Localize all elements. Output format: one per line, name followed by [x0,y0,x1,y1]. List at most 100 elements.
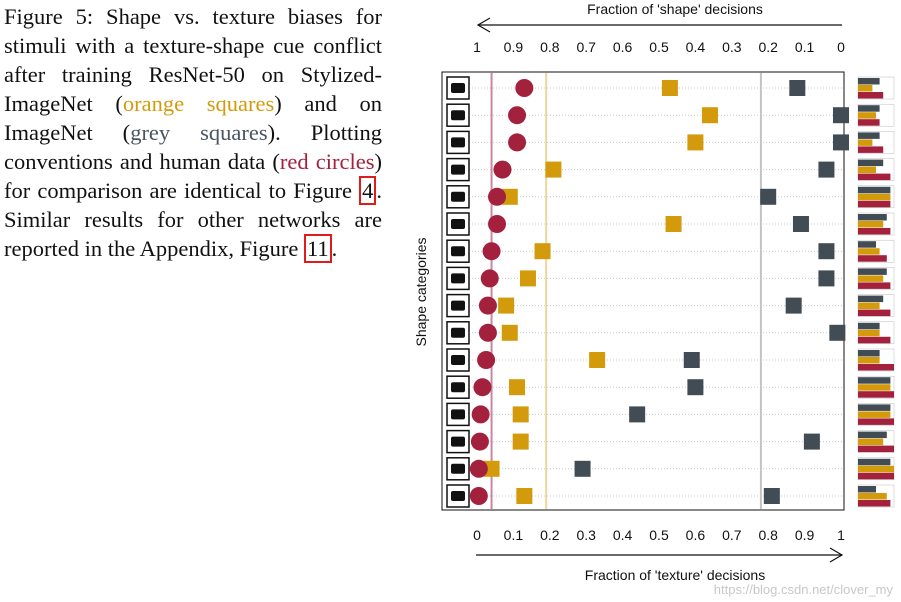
dog-icon [446,185,470,209]
icon-glyph [451,436,465,447]
caption-text: ) for comparison are identical to Figure [4,149,382,203]
stylized-square [701,107,718,124]
icon-glyph [451,491,465,501]
right-bar-group [857,131,895,154]
right-bar-human [858,500,891,507]
icon-glyph [451,273,465,284]
right-bar-imagenet [858,295,884,303]
icon-glyph [451,110,465,121]
imagenet-square [829,324,846,341]
right-bar-human [858,336,891,344]
stylized-square [509,379,526,396]
human-circle [473,378,492,397]
human-circle [488,187,507,206]
icon-glyph [451,409,465,420]
right-bar-stylized [858,166,876,174]
caption-red-circles: red circles [279,149,375,174]
right-bar-imagenet [858,350,880,357]
right-bar-imagenet [858,105,880,112]
car-icon [446,348,470,372]
plot-frame [441,71,845,511]
imagenet-square [683,352,700,368]
right-bar-group [857,457,895,481]
caption-text: ). Plotting conventions and human data ( [4,120,382,174]
right-bar-stylized [858,248,880,255]
top-tick-label: 0.7 [576,39,596,55]
right-bar-group [857,403,895,426]
right-bar-stylized [858,329,880,337]
right-bar-group [857,103,895,127]
stylized-square [661,80,678,96]
watermark: https://blog.csdn.net/clover_my [714,582,894,597]
imagenet-square [785,297,802,314]
right-bar-imagenet [858,404,891,411]
oven-icon [446,293,470,318]
right-bar-stylized [858,465,894,473]
human-circle [515,79,534,97]
human-circle [478,323,497,342]
right-bar-human [858,364,894,371]
bottom-tick-label: 0.1 [504,527,524,543]
icon-glyph [451,300,465,311]
top-tick-label: 0 [837,39,845,55]
imagenet-square [789,80,806,96]
airplane-icon [446,130,470,155]
caption-text: ) and on ImageNet ( [4,91,383,145]
stylized-square [545,161,562,178]
right-bar-human [858,92,884,99]
figure-ref-link[interactable]: 4 [359,176,377,205]
chair-icon [446,429,470,454]
top-tick-label: 0.9 [504,39,524,55]
right-bar-panel [857,76,895,508]
stylized-square [589,352,606,368]
right-bar-group [857,375,895,399]
imagenet-square [803,433,820,450]
right-bar-imagenet [858,268,887,275]
knife-icon [446,76,470,100]
right-bar-group [857,76,895,100]
top-tick-label: 0.4 [686,39,706,55]
bicycle-icon [446,484,470,508]
top-tick-label: 0.1 [795,39,815,55]
right-bar-imagenet [858,486,876,493]
right-bar-human [858,391,894,398]
stylized-square [534,243,551,260]
stylized-square [501,188,518,205]
right-bar-stylized [858,193,891,201]
keyboard-icon [446,212,470,236]
bottom-tick-label: 0 [473,527,481,543]
knife2-icon [446,103,470,127]
bottom-tick-label: 0.6 [686,527,706,543]
right-bar-stylized [858,112,876,119]
top-tick-label: 0.8 [540,39,560,55]
bottom-tick-label: 0.2 [540,527,560,543]
imagenet-square [687,379,704,396]
top-tick-label: 0.3 [722,39,742,55]
stylized-square [483,460,500,477]
y-axis-label: Shape categories [413,238,429,347]
figure-ref-link[interactable]: 11 [303,234,332,263]
right-bar-stylized [858,384,891,391]
stylized-square [516,488,533,504]
top-axis: Fraction of 'shape' decisions [476,1,842,33]
imagenet-square [629,406,646,423]
right-bar-stylized [858,493,887,500]
right-bar-imagenet [858,241,876,248]
right-bar-imagenet [858,78,880,85]
icon-glyph [451,164,465,175]
icon-glyph [451,382,465,393]
stylized-square [498,297,515,314]
right-bar-imagenet [858,132,880,139]
human-circle [480,269,499,288]
right-bar-group [857,484,895,508]
human-circle [482,242,501,261]
icon-glyph [451,355,465,365]
imagenet-square [574,460,591,477]
elephant-icon [446,266,470,291]
caption-text: . Similar results for other networks are… [4,178,382,261]
right-bar-human [858,472,894,480]
icon-glyph [451,191,465,202]
right-bar-human [858,418,894,425]
caption-grey-squares: grey squares [130,120,268,145]
bear-icon [446,157,470,182]
